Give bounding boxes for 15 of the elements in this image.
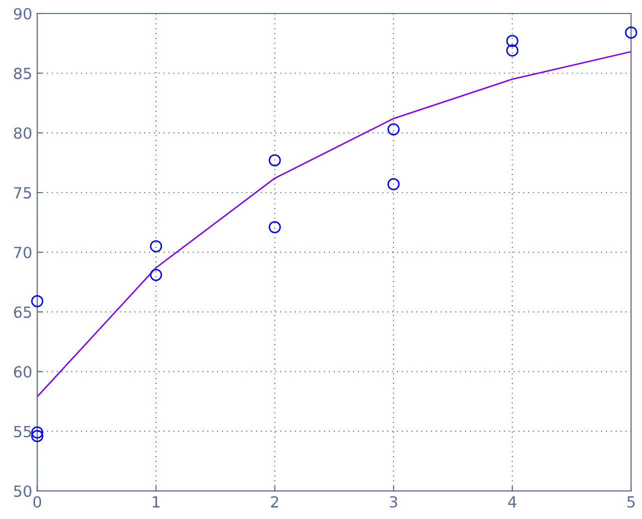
x-tick-label: 2 xyxy=(271,496,278,508)
y-tick-label: 55 xyxy=(14,426,32,438)
y-tick-label: 75 xyxy=(14,187,32,199)
y-tick-label: 65 xyxy=(14,306,32,318)
x-tick-label: 3 xyxy=(390,496,398,508)
y-tick-label: 90 xyxy=(14,8,32,20)
x-tick-label: 4 xyxy=(508,496,516,508)
x-tick-label: 5 xyxy=(627,496,635,508)
y-tick-label: 85 xyxy=(14,68,32,80)
x-tick-label: 1 xyxy=(152,496,160,508)
y-tick-label: 60 xyxy=(14,366,32,378)
y-tick-label: 80 xyxy=(14,127,32,139)
x-tick-label: 0 xyxy=(33,496,42,508)
y-tick-label: 50 xyxy=(14,485,32,497)
y-tick-label: 70 xyxy=(14,246,32,258)
